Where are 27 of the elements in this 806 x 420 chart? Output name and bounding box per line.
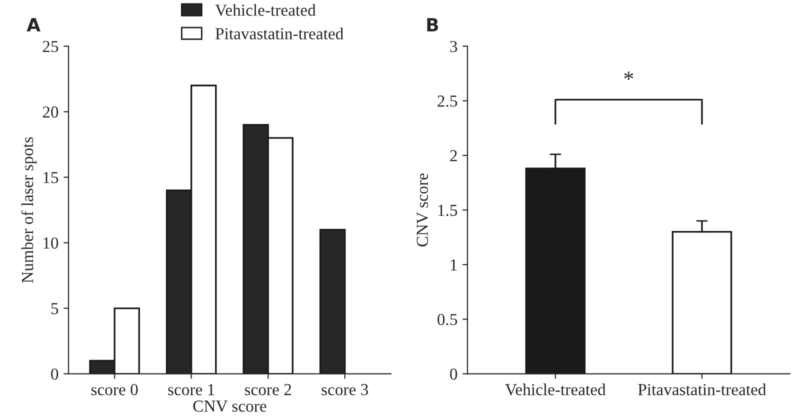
x-tick-label: Vehicle-treated xyxy=(505,384,606,396)
y-tick-label: 5 xyxy=(51,303,58,314)
x-tick-label: score 1 xyxy=(168,384,214,396)
x-tick-label: score 3 xyxy=(322,384,368,396)
y-tick-label: 2 xyxy=(450,150,457,162)
x-axis-title: CNV score xyxy=(193,400,266,412)
y-tick-label: 10 xyxy=(44,237,58,249)
y-tick-label: 1 xyxy=(450,259,457,270)
legend-label: Pitavastatin-treated xyxy=(215,28,344,40)
x-tick-label: score 0 xyxy=(91,384,138,396)
y-tick-label: 0 xyxy=(450,368,458,380)
y-axis-title: CNV score xyxy=(416,173,428,246)
annotation: * xyxy=(624,72,634,80)
chart-title: B xyxy=(427,18,438,32)
chart-title: A xyxy=(26,18,40,32)
x-tick-label: score 2 xyxy=(244,384,292,396)
y-tick-label: 0.5 xyxy=(438,314,458,326)
y-tick-label: 25 xyxy=(42,40,58,52)
x-tick-label: Pitavastatin-treated xyxy=(638,384,766,396)
y-tick-label: 15 xyxy=(44,172,58,184)
y-tick-label: 1.5 xyxy=(438,204,458,216)
legend-label: Vehicle-treated xyxy=(215,4,316,16)
y-tick-label: 3 xyxy=(450,40,458,52)
y-tick-label: 2.5 xyxy=(438,96,458,107)
y-tick-label: 0 xyxy=(51,368,58,380)
y-axis-title: Number of laser spots xyxy=(21,137,37,283)
y-tick-label: 20 xyxy=(42,106,58,118)
